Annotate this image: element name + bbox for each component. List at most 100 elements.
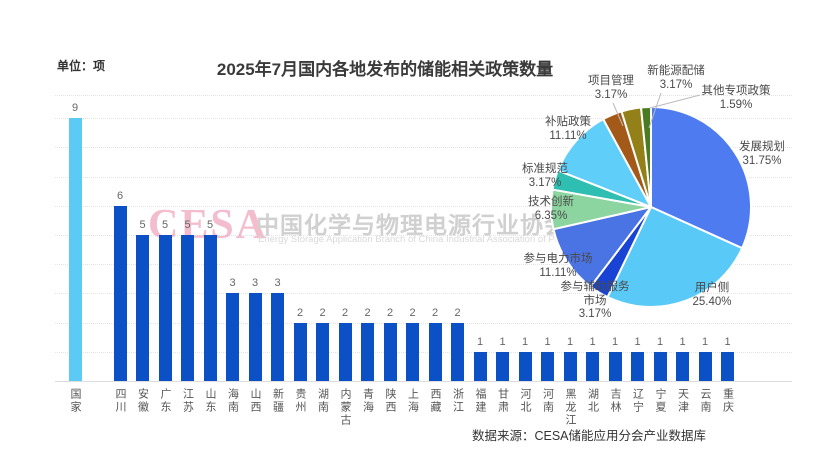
- pie-label-name: 标准规范: [522, 163, 568, 175]
- bar-广东: [158, 235, 172, 381]
- bar-value-label: 1: [544, 336, 551, 348]
- pie-label-name: 其他专项政策: [701, 85, 771, 97]
- pie-label-percent: 11.11%: [539, 266, 577, 279]
- bar-云南: [698, 352, 712, 381]
- bar-category-label: 河南: [541, 388, 554, 414]
- bar-value-label: 1: [476, 336, 484, 348]
- bar-category-label: 湖北: [586, 388, 599, 414]
- bar-value-label: 1: [589, 336, 596, 348]
- watermark-english-text: Energy Storage Application Branch of Chi…: [258, 234, 613, 245]
- bar-value-label: 2: [296, 307, 304, 319]
- pie-label-新能源配储: 新能源配储 3.17%: [631, 65, 721, 92]
- bar-value-label: 2: [431, 307, 439, 319]
- gridline: [55, 235, 792, 236]
- pie-label-发展规划: 发展规划 31.75%: [717, 141, 807, 168]
- bar-value-label: 1: [634, 336, 641, 348]
- bar-category-label: 西藏: [429, 388, 441, 414]
- bar-category-label: 甘肃: [496, 388, 509, 414]
- bar-category-label: 新疆: [271, 388, 284, 414]
- pie-label-用户侧: 用户侧 25.40%: [667, 282, 757, 309]
- pie-label-percent: 31.75%: [742, 154, 782, 167]
- bar-value-label: 2: [409, 307, 416, 319]
- bar-国家: [68, 118, 82, 381]
- bar-value-label: 5: [184, 219, 191, 231]
- gridline: [55, 147, 792, 148]
- bar-山西: [248, 293, 262, 381]
- bar-安徽: [136, 235, 149, 381]
- bar-湖南: [316, 323, 329, 381]
- unit-label: 单位：项: [57, 59, 106, 73]
- bar-value-label: 5: [139, 219, 146, 231]
- bar-category-label: 青海: [361, 388, 374, 414]
- bar-value-label: 1: [701, 336, 709, 348]
- bar-category-label: 辽宁: [631, 388, 644, 414]
- pie-slice-新能源配储: [620, 106, 652, 208]
- bar-value-label: 5: [206, 219, 214, 231]
- pie-slice-其他专项政策: [640, 106, 652, 208]
- bar-category-label: 广东: [159, 388, 171, 414]
- gridline: [55, 206, 792, 207]
- bar-category-label: 天津: [676, 388, 689, 414]
- bar-category-label: 云南: [699, 388, 711, 414]
- bar-category-label: 河北: [519, 388, 531, 414]
- gridline: [55, 323, 792, 324]
- bar-category-label: 湖南: [316, 388, 329, 414]
- bar-陕西: [383, 323, 397, 381]
- bar-辽宁: [631, 352, 644, 381]
- pie-label-name: 参与辅助服务市场: [560, 281, 630, 307]
- bar-category-label: 四川: [114, 388, 126, 414]
- bar-category-label: 海南: [226, 388, 239, 414]
- pie-label-percent: 6.35%: [534, 209, 568, 222]
- bar-category-label: 上海: [406, 388, 419, 414]
- bar-河北: [518, 352, 532, 381]
- bar-贵州: [293, 323, 307, 381]
- bar-甘肃: [496, 352, 509, 381]
- bar-宁夏: [653, 352, 667, 381]
- bar-河南: [541, 352, 554, 381]
- bar-value-label: 1: [679, 336, 686, 348]
- bar-value-label: 1: [724, 336, 731, 348]
- bar-value-label: 2: [319, 307, 326, 319]
- pie-label-name: 用户侧: [694, 282, 730, 294]
- bar-value-label: 1: [656, 336, 664, 348]
- bar-江苏: [181, 235, 194, 381]
- bar-内蒙古: [338, 323, 352, 381]
- bar-黑龙江: [563, 352, 577, 381]
- pie-label-其他专项政策: 其他专项政策 1.59%: [691, 85, 781, 112]
- bar-value-label: 3: [229, 277, 236, 289]
- pie-label-percent: 3.17%: [578, 308, 612, 320]
- bar-山东: [203, 235, 217, 381]
- bar-category-label: 重庆: [721, 388, 734, 414]
- bar-value-label: 1: [566, 336, 574, 348]
- bar-value-label: 5: [161, 219, 169, 231]
- bar-category-label: 内蒙古: [339, 388, 351, 427]
- gridline: [55, 95, 792, 96]
- pie-label-percent: 1.59%: [719, 98, 753, 111]
- bar-category-label: 江苏: [181, 388, 194, 414]
- bar-value-label: 1: [499, 336, 506, 348]
- bar-category-label: 贵州: [294, 388, 306, 414]
- pie-label-name: 补贴政策: [545, 116, 591, 128]
- pie-label-percent: 3.17%: [659, 78, 693, 91]
- bar-重庆: [721, 352, 734, 381]
- pie-label-标准规范: 标准规范 3.17%: [500, 163, 590, 190]
- bar-青海: [361, 323, 374, 381]
- bar-category-label: 吉林: [609, 388, 621, 414]
- bar-上海: [406, 323, 419, 381]
- bar-category-label: 山西: [249, 388, 261, 414]
- pie-label-技术创新: 技术创新 6.35%: [506, 196, 596, 223]
- bar-value-label: 1: [611, 336, 619, 348]
- pie-label-参与辅助服务市场: 参与辅助服务市场 3.17%: [555, 281, 635, 322]
- bar-福建: [473, 352, 487, 381]
- pie-leader-line: [612, 102, 624, 127]
- bar-category-label: 福建: [474, 388, 486, 414]
- bar-四川: [113, 206, 127, 381]
- bar-value-label: 2: [364, 307, 371, 319]
- bar-value-label: 6: [116, 190, 124, 202]
- pie-label-percent: 11.11%: [549, 129, 587, 142]
- bar-value-label: 9: [71, 102, 79, 114]
- pie-label-name: 参与电力市场: [523, 253, 593, 265]
- bar-category-label: 安徽: [136, 388, 149, 414]
- pie-label-项目管理: 项目管理 3.17%: [566, 75, 656, 102]
- gridline: [55, 293, 792, 294]
